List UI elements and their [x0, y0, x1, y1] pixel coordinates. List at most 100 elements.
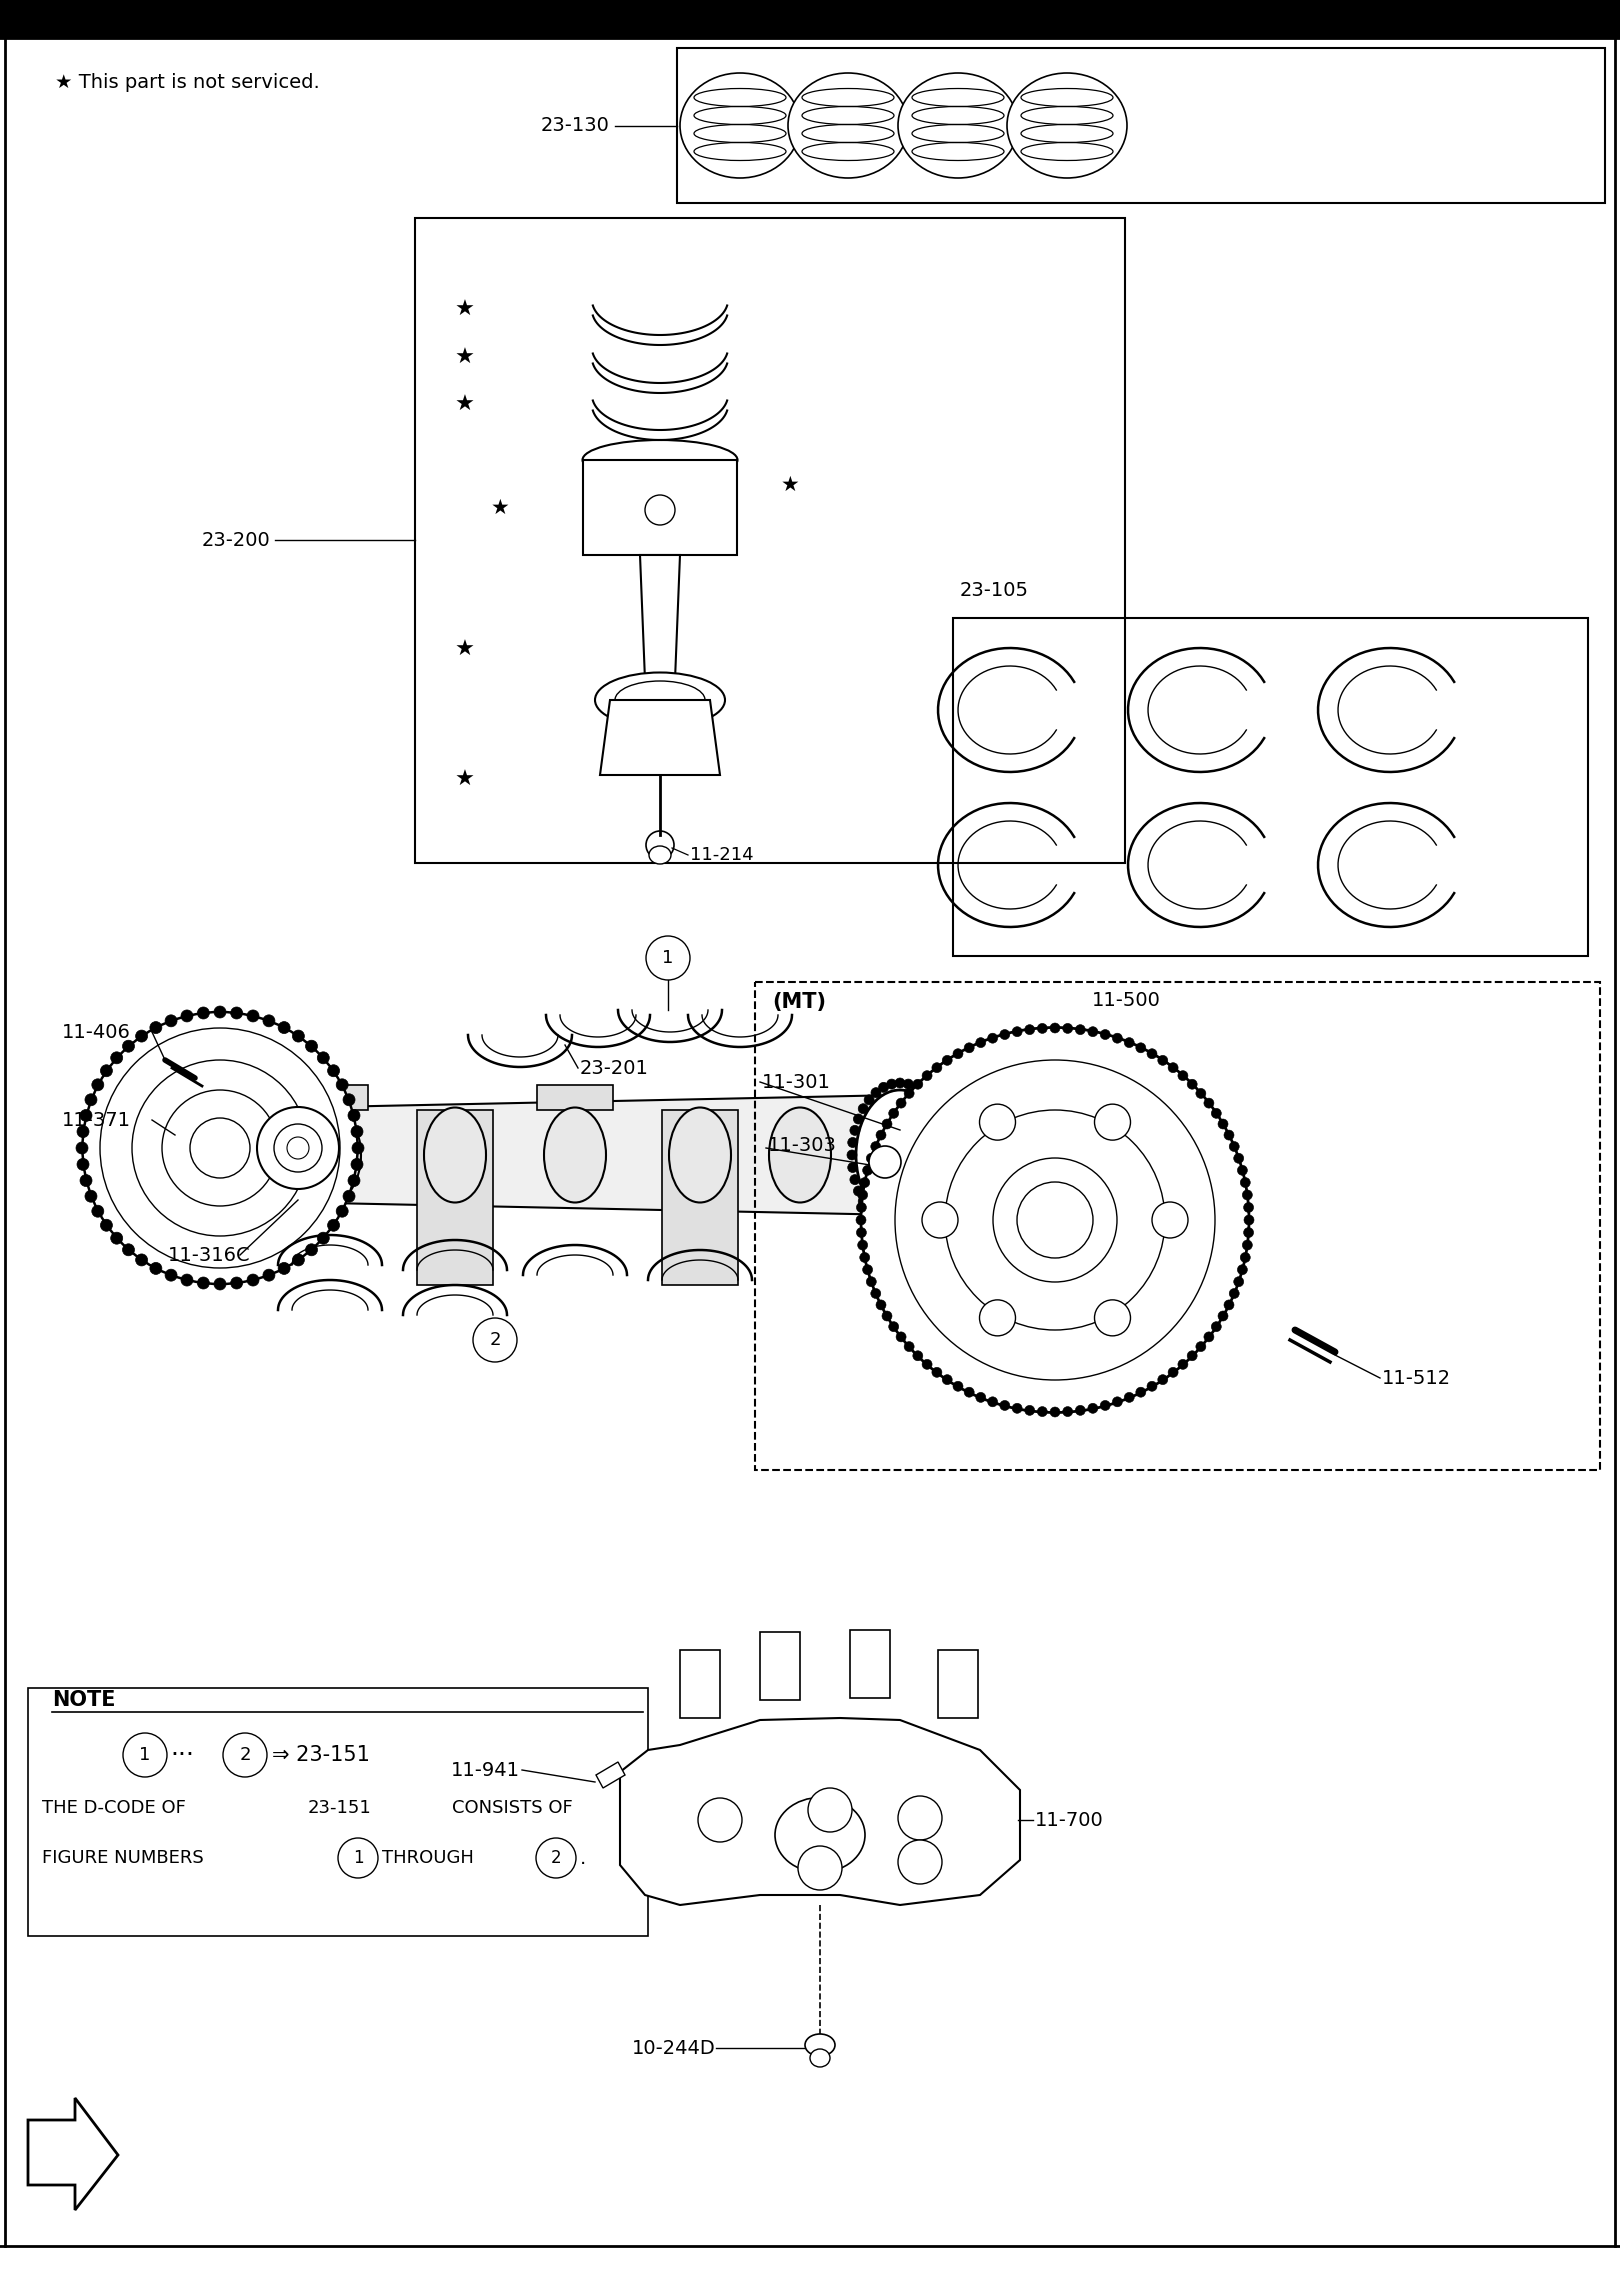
- Polygon shape: [28, 2098, 118, 2210]
- Ellipse shape: [860, 1177, 870, 1188]
- Ellipse shape: [881, 1311, 893, 1320]
- Text: 2: 2: [489, 1331, 501, 1350]
- Text: 2: 2: [551, 1848, 561, 1866]
- Ellipse shape: [867, 1154, 876, 1163]
- Ellipse shape: [348, 1174, 360, 1186]
- Ellipse shape: [904, 1079, 914, 1090]
- Text: NOTE: NOTE: [52, 1691, 115, 1709]
- Ellipse shape: [1218, 1311, 1228, 1320]
- Ellipse shape: [872, 1213, 881, 1222]
- Ellipse shape: [1113, 1397, 1123, 1407]
- Ellipse shape: [327, 1220, 340, 1231]
- Bar: [953, 619, 1588, 956]
- Ellipse shape: [1000, 1029, 1009, 1040]
- Polygon shape: [536, 1086, 612, 1111]
- Ellipse shape: [1063, 1407, 1072, 1416]
- Ellipse shape: [123, 1040, 134, 1052]
- Ellipse shape: [230, 1006, 243, 1020]
- Ellipse shape: [84, 1095, 97, 1106]
- Ellipse shape: [943, 1138, 953, 1147]
- Text: ★: ★: [455, 348, 475, 369]
- Ellipse shape: [1168, 1063, 1178, 1072]
- Text: ★ This part is not serviced.: ★ This part is not serviced.: [55, 73, 319, 91]
- Text: ···: ···: [170, 1743, 194, 1766]
- Circle shape: [339, 1839, 377, 1878]
- Ellipse shape: [1063, 1024, 1072, 1033]
- Ellipse shape: [343, 1095, 355, 1106]
- Ellipse shape: [855, 1215, 867, 1224]
- Ellipse shape: [857, 1202, 867, 1213]
- Ellipse shape: [931, 1368, 941, 1377]
- Ellipse shape: [1204, 1097, 1213, 1108]
- Polygon shape: [760, 1632, 800, 1700]
- Ellipse shape: [1168, 1368, 1178, 1377]
- Ellipse shape: [1012, 1026, 1022, 1036]
- Ellipse shape: [544, 1108, 606, 1202]
- Ellipse shape: [953, 1049, 962, 1058]
- Ellipse shape: [876, 1131, 886, 1140]
- Ellipse shape: [1089, 1404, 1098, 1413]
- Circle shape: [897, 1796, 941, 1839]
- Ellipse shape: [1234, 1154, 1244, 1163]
- Ellipse shape: [1113, 1033, 1123, 1042]
- Ellipse shape: [1050, 1022, 1059, 1033]
- Circle shape: [808, 1789, 852, 1832]
- Ellipse shape: [1204, 1331, 1213, 1343]
- Text: (MT): (MT): [773, 992, 826, 1013]
- Text: FWD: FWD: [37, 2144, 78, 2160]
- Ellipse shape: [810, 2048, 829, 2067]
- Ellipse shape: [1124, 1393, 1134, 1402]
- Ellipse shape: [964, 1386, 974, 1397]
- Bar: [415, 218, 1124, 863]
- Ellipse shape: [927, 1095, 936, 1104]
- Text: 11-700: 11-700: [1035, 1809, 1103, 1830]
- Circle shape: [1152, 1202, 1187, 1238]
- Ellipse shape: [860, 1026, 1249, 1413]
- Ellipse shape: [886, 1220, 896, 1231]
- Circle shape: [897, 1839, 941, 1885]
- Ellipse shape: [857, 1227, 867, 1238]
- Text: THROUGH: THROUGH: [382, 1848, 475, 1866]
- Ellipse shape: [904, 1220, 914, 1231]
- Ellipse shape: [878, 1083, 889, 1092]
- Ellipse shape: [1136, 1386, 1145, 1397]
- Ellipse shape: [292, 1031, 305, 1042]
- Ellipse shape: [79, 1108, 92, 1122]
- Text: FIGURE NUMBERS: FIGURE NUMBERS: [42, 1848, 204, 1866]
- Ellipse shape: [912, 1079, 923, 1090]
- Ellipse shape: [165, 1015, 177, 1026]
- Ellipse shape: [214, 1006, 227, 1017]
- Circle shape: [123, 1732, 167, 1778]
- Ellipse shape: [1243, 1190, 1252, 1199]
- Circle shape: [536, 1839, 577, 1878]
- Text: ★: ★: [455, 300, 475, 321]
- Circle shape: [980, 1300, 1016, 1336]
- Ellipse shape: [975, 1393, 985, 1402]
- Ellipse shape: [352, 1143, 365, 1154]
- Polygon shape: [292, 1086, 368, 1111]
- Ellipse shape: [1234, 1277, 1244, 1286]
- Ellipse shape: [931, 1063, 941, 1072]
- Ellipse shape: [1241, 1177, 1251, 1188]
- Ellipse shape: [859, 1104, 868, 1113]
- Ellipse shape: [78, 1127, 89, 1138]
- Ellipse shape: [595, 671, 726, 728]
- Ellipse shape: [859, 1197, 868, 1206]
- Text: 11-214: 11-214: [690, 847, 753, 865]
- Ellipse shape: [92, 1206, 104, 1218]
- Text: ★: ★: [455, 769, 475, 790]
- Ellipse shape: [854, 1186, 863, 1195]
- Ellipse shape: [1076, 1404, 1085, 1416]
- Circle shape: [698, 1798, 742, 1841]
- Ellipse shape: [165, 1270, 177, 1281]
- Ellipse shape: [1136, 1042, 1145, 1054]
- Ellipse shape: [896, 1097, 906, 1108]
- Ellipse shape: [931, 1197, 941, 1206]
- Ellipse shape: [1196, 1341, 1205, 1352]
- Ellipse shape: [868, 1147, 901, 1179]
- Ellipse shape: [1037, 1407, 1047, 1416]
- Ellipse shape: [863, 1206, 875, 1215]
- Ellipse shape: [279, 1022, 290, 1033]
- Ellipse shape: [1025, 1404, 1035, 1416]
- Ellipse shape: [110, 1231, 123, 1245]
